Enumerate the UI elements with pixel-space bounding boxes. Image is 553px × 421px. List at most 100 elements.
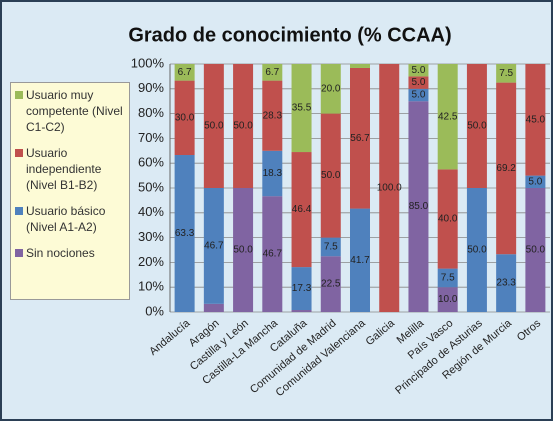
data-label: 100.0 [377,183,402,194]
bar-segment [291,64,312,153]
x-tick-label: Galicia [364,317,398,348]
legend-item: Usuario independiente (Nivel B1-B2) [15,145,125,193]
bar-segment [174,64,195,81]
bar-segment [379,64,400,312]
legend-label: Usuario independiente (Nivel B1-B2) [26,146,102,192]
y-tick-label: 70% [138,130,164,145]
bar-segment [466,64,487,188]
data-label: 5.0 [412,65,426,76]
data-label: 50.0 [526,245,546,256]
bar-segment [174,155,195,312]
data-label: 45.0 [526,114,546,125]
bar-segment [496,82,517,255]
bar-segment [408,101,429,312]
data-label: 6.7 [265,67,279,78]
bar-segment [320,237,341,257]
data-label: 5.0 [412,90,426,101]
bar-segment [496,254,517,312]
legend: Usuario muy competente (Nivel C1-C2) Usua… [10,82,130,300]
y-tick-label: 20% [138,254,164,269]
bar-segment [350,67,370,209]
data-label: 7.5 [499,68,513,79]
legend-swatch [15,149,23,157]
data-label: 20.0 [321,83,341,94]
data-label: 63.3 [175,228,195,239]
data-label: 46.4 [292,204,312,215]
data-label: 23.3 [496,278,516,289]
data-label: 5.0 [412,77,426,88]
legend-swatch [15,91,23,99]
bar-segment [320,64,341,114]
data-label: 10.0 [438,294,458,305]
data-label: 50.0 [233,245,253,256]
data-label: 5.0 [528,176,542,187]
x-tick-label: Andalucía [147,317,193,358]
bar-segment [350,208,370,312]
data-label: 46.7 [204,241,224,252]
data-label: 56.7 [350,133,370,144]
bar-segment [233,188,254,312]
bar-segment [203,188,224,304]
legend-item: Usuario muy competente (Nivel C1-C2) [15,87,125,135]
bar-segment [437,268,458,288]
data-label: 35.5 [292,103,312,114]
data-label: 42.5 [438,111,458,122]
bar-segment [233,64,254,188]
y-tick-label: 0% [145,303,164,318]
bar-segment [525,64,546,176]
y-tick-label: 60% [138,155,164,170]
y-tick-label: 90% [138,80,164,95]
x-tick-label: Otros [515,317,544,344]
data-label: 28.3 [263,110,283,121]
data-label: 50.0 [467,245,487,256]
y-tick-label: 80% [138,105,164,120]
data-label: 22.5 [321,279,341,290]
bar-segment [203,303,224,312]
bar-segment [320,256,341,312]
data-label: 30.0 [175,112,195,123]
data-label: 50.0 [467,121,487,132]
bar-segment [320,113,341,238]
data-label: 50.0 [204,121,224,132]
data-label: 40.0 [438,214,458,225]
data-label: 85.0 [409,201,429,212]
bar-segment [496,64,517,83]
chart-title: Grado de conocimiento (% CCAA) [128,24,451,46]
data-label: 46.7 [263,249,283,260]
bar-segment [408,88,429,102]
y-tick-label: 40% [138,204,164,219]
legend-label: Usuario muy competente (Nivel C1-C2) [26,88,123,134]
legend-swatch [15,249,23,257]
bar-segment [437,64,458,170]
bar-segment [262,64,283,81]
bar-segment [291,267,312,311]
data-label: 41.7 [350,255,370,266]
bar-segment [174,80,195,156]
bar-segment [525,175,546,188]
y-tick-label: 30% [138,229,164,244]
bar-segment [437,287,458,312]
legend-item: Sin nociones [15,245,125,261]
y-tick-label: 100% [131,55,165,70]
legend-label: Sin nociones [26,246,95,260]
data-label: 69.2 [496,163,516,174]
bar-segment [437,169,458,269]
bar-segment [291,310,312,312]
bar-segment [408,64,429,77]
y-tick-label: 50% [138,179,164,194]
legend-label: Usuario básico (Nivel A1-A2) [26,204,106,234]
data-label: 18.3 [263,168,283,179]
bar-segment [350,64,370,68]
bar-segment [466,188,487,312]
legend-swatch [15,207,23,215]
y-tick-label: 10% [138,279,164,294]
legend-item: Usuario básico (Nivel A1-A2) [15,203,125,235]
bar-segment [525,188,546,312]
data-label: 7.5 [324,242,338,253]
bar-segment [291,152,312,268]
bar-segment [262,196,283,312]
data-label: 50.0 [233,121,253,132]
bar-segment [262,150,283,197]
